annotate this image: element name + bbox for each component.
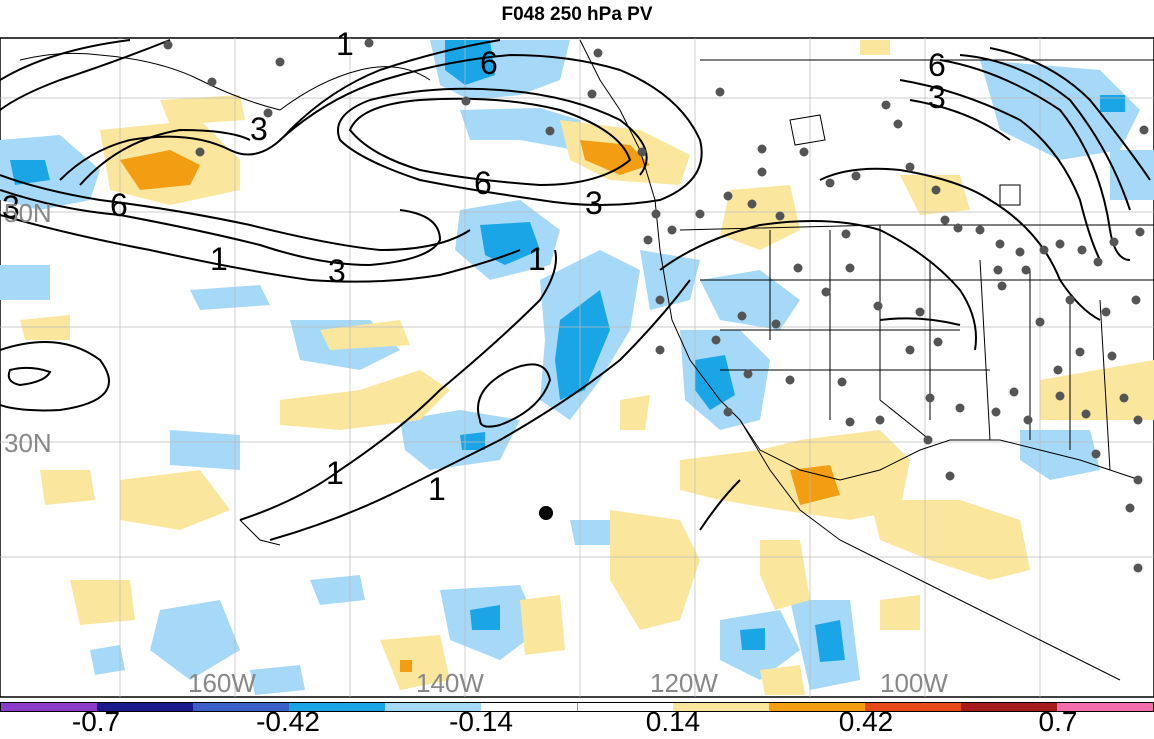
colorbar-label: -0.42 <box>256 706 320 737</box>
contour-label: 3 <box>928 79 946 115</box>
colorbar-label: -0.14 <box>449 706 513 737</box>
station-dots <box>163 38 1149 573</box>
reference-dot <box>539 506 553 520</box>
colorbar-segment <box>96 703 193 711</box>
colorbar <box>0 702 1154 712</box>
positive-pv-shading <box>20 40 1154 695</box>
colorbar-segment <box>192 703 289 711</box>
contour-label: 1 <box>210 241 228 277</box>
colorbar-segment <box>865 703 962 711</box>
contour-label: 6 <box>474 165 492 201</box>
graticule-label-group: 50N 30N 160W 140W 120W 100W <box>4 198 948 698</box>
strong-positive-pv-shading <box>120 140 840 672</box>
pv-map: 6 6 6 6 3 3 3 3 3 1 1 1 1 1 50N 30N 160W… <box>0 26 1154 698</box>
contour-label: 1 <box>428 471 446 507</box>
contour-label: 6 <box>110 187 128 223</box>
contour-label: 6 <box>928 47 946 83</box>
contour-label: 3 <box>250 111 268 147</box>
contour-label: 3 <box>585 185 603 221</box>
colorbar-segment <box>384 703 481 711</box>
graticule <box>0 38 1154 697</box>
colorbar-segment <box>961 703 1058 711</box>
colorbar-segment <box>1057 703 1154 711</box>
lon-label-120w: 120W <box>650 668 718 698</box>
colorbar-label: -0.7 <box>71 706 121 737</box>
contour-label: 1 <box>326 455 344 491</box>
colorbar-segment <box>577 703 674 711</box>
colorbar-label: 0.42 <box>838 706 894 737</box>
lon-label-160w: 160W <box>188 668 256 698</box>
contour-label: 1 <box>528 241 546 277</box>
pv-contours <box>0 39 1151 541</box>
contour-label: 3 <box>328 253 346 289</box>
colorbar-segment <box>769 703 866 711</box>
colorbar-segment <box>673 703 770 711</box>
colorbar-label: 0.14 <box>645 706 701 737</box>
plot-title: F048 250 hPa PV <box>501 4 653 25</box>
coastlines-and-borders <box>19 39 1154 681</box>
colorbar-label: 0.7 <box>1038 706 1078 737</box>
contour-label: 3 <box>2 189 20 225</box>
contour-label: 6 <box>480 45 498 81</box>
contour-label: 1 <box>336 26 354 62</box>
colorbar-segment <box>288 703 385 711</box>
colorbar-segment <box>1 703 97 711</box>
colorbar-segment <box>480 703 578 711</box>
lon-label-100w: 100W <box>880 668 948 698</box>
contour-label-group: 6 6 6 6 3 3 3 3 3 1 1 1 1 1 <box>2 26 946 507</box>
lat-label-50n: 50N <box>4 198 52 228</box>
strong-negative-pv-shading <box>10 40 1125 662</box>
lon-label-140w: 140W <box>416 668 484 698</box>
lat-label-30n: 30N <box>4 428 52 458</box>
